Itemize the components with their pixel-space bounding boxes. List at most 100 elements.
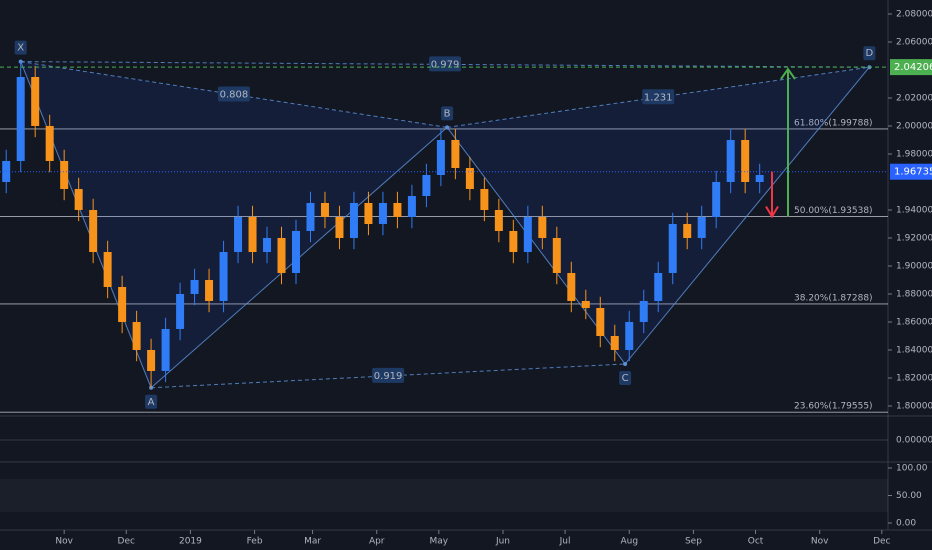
candle-body <box>523 216 532 252</box>
x-tick-label: Feb <box>247 537 263 547</box>
candle-body <box>132 321 141 350</box>
candle-body <box>567 272 576 301</box>
candle-body <box>190 279 199 294</box>
candle-body <box>451 139 460 168</box>
point-box <box>145 394 158 409</box>
candle-body <box>654 272 663 301</box>
x-tick-label: Sep <box>685 537 702 547</box>
candle-body <box>60 160 69 189</box>
point-box <box>863 46 876 61</box>
x-tick-label: May <box>430 537 449 547</box>
ratio-box <box>642 89 675 105</box>
candle-body <box>668 223 677 273</box>
candle-body <box>292 230 300 273</box>
pattern-fill <box>20 61 448 388</box>
fib-label: 23.60%(1.79555) <box>794 402 873 412</box>
candle-body <box>176 293 185 329</box>
candle-body <box>726 139 735 182</box>
candle-body <box>596 307 605 336</box>
x-tick-label: Oct <box>748 537 764 547</box>
candle-body <box>335 216 344 238</box>
candle-body <box>625 321 634 350</box>
ratio-label: 0.979 <box>431 59 460 70</box>
pattern-line <box>624 66 870 365</box>
pattern-line <box>20 61 448 128</box>
candle-body <box>263 237 272 252</box>
candle-body <box>683 223 692 238</box>
y-tick-label: 1.84000 <box>896 345 932 355</box>
candle-body <box>755 174 764 182</box>
candle-body <box>509 230 518 252</box>
x-tick-label: Dec <box>118 537 135 547</box>
candle-body <box>205 279 214 301</box>
pattern-point <box>623 361 628 366</box>
y-tick-label: 1.94000 <box>896 205 932 215</box>
candle-body <box>219 251 228 301</box>
candle-body <box>480 188 489 210</box>
x-tick-label: Nov <box>811 537 829 547</box>
y-tick-label: 1.82000 <box>896 373 932 383</box>
target-box <box>890 59 932 76</box>
macd-tick-label: 0.00000 <box>896 436 932 446</box>
candle-body <box>610 335 619 350</box>
candle-body <box>277 237 286 273</box>
candle-body <box>741 139 750 182</box>
x-tick-label: Aug <box>620 537 638 547</box>
pattern-line <box>20 61 870 68</box>
stoch-tick-label: 50.00 <box>896 491 922 501</box>
point-label: X <box>17 43 24 54</box>
candle-body <box>436 139 445 175</box>
point-label: D <box>866 48 874 59</box>
pattern-point <box>445 125 450 130</box>
candle-body <box>465 167 474 189</box>
candle-body <box>16 76 25 161</box>
candle-body <box>103 251 112 287</box>
candle-body <box>306 202 315 231</box>
point-label: C <box>622 373 629 384</box>
ratio-label: 0.808 <box>220 89 249 100</box>
y-tick-label: 1.86000 <box>896 317 932 327</box>
candle-body <box>147 349 156 371</box>
pattern-fill <box>447 67 870 364</box>
candle-body <box>234 216 243 252</box>
ratio-label: 0.919 <box>374 371 403 382</box>
y-tick-label: 1.92000 <box>896 233 932 243</box>
candle-body <box>31 76 40 126</box>
point-box <box>441 106 454 121</box>
candle-body <box>552 237 561 273</box>
candle-body <box>364 202 373 224</box>
fib-label: 50.00%(1.93538) <box>794 206 873 216</box>
candle-body <box>712 181 721 217</box>
candle-body <box>538 216 547 238</box>
point-box <box>14 40 27 55</box>
fib-label: 38.20%(1.87288) <box>794 293 873 303</box>
point-label: B <box>444 108 451 119</box>
x-tick-label: Apr <box>369 537 385 547</box>
x-tick-label: 2019 <box>179 537 202 547</box>
candle-body <box>697 216 706 238</box>
candle-body <box>349 202 358 238</box>
candle-body <box>639 300 648 322</box>
up-arrow-head <box>780 67 796 80</box>
stoch-tick-label: 0.00 <box>896 519 916 529</box>
y-tick-label: 2.08000 <box>896 9 932 19</box>
candle-body <box>581 300 590 308</box>
candle-body <box>378 202 387 224</box>
y-tick-label: 1.90000 <box>896 261 932 271</box>
y-tick-label: 2.02000 <box>896 93 932 103</box>
pattern-line <box>446 127 626 365</box>
down-arrow-head <box>765 205 779 219</box>
y-tick-label: 1.88000 <box>896 289 932 299</box>
ratio-box <box>429 56 462 72</box>
pattern-line <box>20 61 152 388</box>
target-label: 2.04206 <box>894 62 932 73</box>
price-label: 1.96735 <box>894 167 932 178</box>
y-tick-label: 2.00000 <box>896 121 932 131</box>
y-tick-label: 1.80000 <box>896 401 932 411</box>
point-label: A <box>148 397 155 408</box>
x-tick-label: Dec <box>873 537 890 547</box>
x-tick-label: Nov <box>55 537 73 547</box>
pattern-line <box>151 363 626 389</box>
price-box <box>890 163 932 180</box>
